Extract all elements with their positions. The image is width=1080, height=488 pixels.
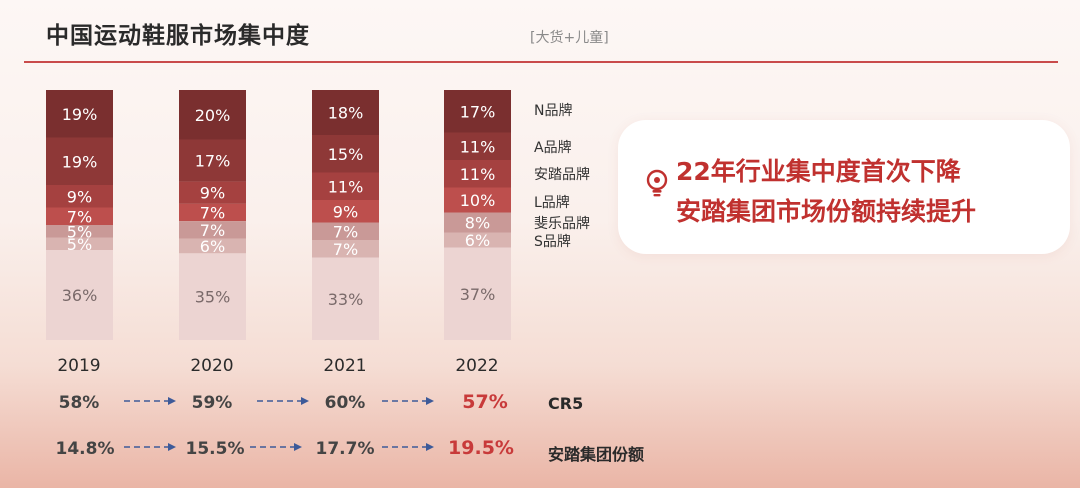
bar-label-2021-0: 18% [328,104,364,123]
lightbulb-icon [646,169,668,197]
bar-segment-2019-1 [46,137,113,185]
bar-segment-2019-0 [46,90,113,138]
bar-label-2022-6: 37% [460,285,496,304]
legend-item-fila: 斐乐品牌 [534,216,590,232]
anta-share-2021: 17.7% [315,439,375,459]
anta-share-2020: 15.5% [185,439,245,459]
bar-segment-2022-2 [444,160,511,188]
dashed-arrow-icon [250,443,302,451]
anta-share-2019: 14.8% [55,439,115,459]
cr5-value-2022: 57% [462,391,508,413]
bar-segment-2021-3 [312,200,379,223]
bar-label-2020-6: 35% [195,288,231,307]
bar-label-2019-5: 5% [67,235,92,254]
bar-segment-2019-5 [46,237,113,250]
bar-segment-2020-6 [179,253,246,340]
bar-label-2020-5: 6% [200,237,225,256]
bar-label-2022-0: 17% [460,102,496,121]
bar-label-2020-1: 17% [195,152,231,171]
dashed-arrow-icon [124,397,176,405]
bar-segment-2020-2 [179,181,246,204]
bar-segment-2019-6 [46,250,113,340]
anta-share-2022: 19.5% [448,437,514,459]
cr5-label: CR5 [548,394,584,413]
cr5-value-2020: 59% [191,393,233,413]
bar-label-2021-4: 7% [333,222,358,241]
bar-label-2019-6: 36% [62,286,98,305]
bar-label-2019-0: 19% [62,105,98,124]
bar-segment-2021-4 [312,222,379,240]
cr5-value-2019: 58% [58,393,100,413]
bar-label-2021-6: 33% [328,290,364,309]
bar-segment-2021-0 [312,90,379,135]
bar-label-2020-2: 9% [200,184,225,203]
bar-segment-2020-1 [179,139,246,182]
bar-label-2019-1: 19% [62,152,98,171]
anta-share-label: 安踏集团份额 [548,445,645,464]
bar-segment-2020-3 [179,203,246,222]
bar-label-2020-3: 7% [200,204,225,223]
title-divider [24,61,1058,63]
bar-label-2020-4: 7% [200,221,225,240]
bar-segment-2021-2 [312,172,379,200]
bar-label-2021-5: 7% [333,240,358,259]
legend-item-anta: 安踏品牌 [534,167,590,183]
bar-segment-2022-5 [444,232,511,248]
bar-segment-2020-0 [179,90,246,140]
page-title: 中国运动鞋服市场集中度 [46,23,310,49]
x-tick-2019: 2019 [57,356,101,376]
bar-segment-2021-6 [312,257,379,340]
x-tick-2022: 2022 [455,356,499,376]
bar-segment-2021-1 [312,135,379,173]
legend-item-n: N品牌 [534,103,573,119]
bar-segment-2022-6 [444,247,511,340]
bar-segment-2019-3 [46,207,113,225]
dashed-arrow-icon [382,397,434,405]
dashed-arrow-icon [124,443,176,451]
bar-label-2021-1: 15% [328,145,364,164]
bar-segment-2022-4 [444,212,511,233]
bar-label-2019-4: 5% [67,222,92,241]
bar-label-2020-0: 20% [195,106,231,125]
bar-segment-2020-5 [179,238,246,254]
bar-segment-2019-4 [46,225,113,238]
x-tick-2021: 2021 [323,356,367,376]
legend-item-a: A品牌 [534,140,572,156]
bar-label-2022-3: 10% [460,191,496,210]
bar-label-2022-2: 11% [460,165,496,184]
bar-segment-2022-1 [444,132,511,160]
callout-line-1: 22年行业集中度首次下降 [676,157,961,186]
page-subtitle: [大货+儿童] [530,30,609,46]
bar-segment-2022-0 [444,90,511,133]
bar-label-2022-1: 11% [460,137,496,156]
insight-callout [618,120,1070,254]
legend-item-s: S品牌 [534,234,571,250]
dashed-arrow-icon [257,397,309,405]
x-tick-2020: 2020 [190,356,234,376]
bar-label-2019-3: 7% [67,207,92,226]
bar-label-2022-5: 6% [465,231,490,250]
legend-item-l: L品牌 [534,195,570,211]
bar-label-2021-3: 9% [333,202,358,221]
bar-segment-2020-4 [179,221,246,239]
callout-line-2: 安踏集团市场份额持续提升 [676,197,977,226]
cr5-value-2021: 60% [324,393,366,413]
bar-label-2019-2: 9% [67,187,92,206]
bar-segment-2022-3 [444,187,511,213]
bar-segment-2021-5 [312,240,379,258]
bar-label-2021-2: 11% [328,177,364,196]
bar-segment-2019-2 [46,185,113,208]
dashed-arrow-icon [382,443,434,451]
bar-label-2022-4: 8% [465,214,490,233]
